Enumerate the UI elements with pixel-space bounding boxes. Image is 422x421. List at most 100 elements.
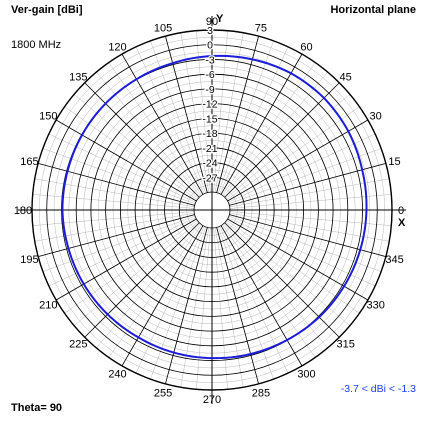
angle-tick-label: 60	[300, 41, 312, 53]
angle-spoke	[216, 227, 259, 384]
angle-tick-label: 150	[39, 111, 57, 123]
radial-tick-label: -12	[202, 99, 217, 111]
angle-tick-label: 0	[398, 205, 404, 217]
angle-tick-label: 90	[206, 16, 218, 28]
angle-spoke	[38, 163, 195, 206]
radial-tick-label: -24	[202, 158, 217, 170]
fine-spoke	[226, 106, 360, 200]
fine-spoke	[225, 94, 351, 199]
angle-spoke	[227, 119, 369, 202]
fine-spoke	[32, 211, 195, 226]
fine-spoke	[213, 227, 228, 390]
fine-spoke	[217, 40, 274, 194]
x-axis-letter: X	[398, 217, 406, 229]
angle-tick-label: 120	[108, 41, 126, 53]
fine-spoke	[214, 227, 244, 388]
angle-tick-label: 330	[366, 300, 384, 312]
fine-spoke	[64, 220, 198, 314]
angle-tick-label: 225	[69, 339, 87, 351]
angle-tick-label: 270	[203, 394, 221, 406]
angle-tick-label: 180	[14, 205, 32, 217]
angle-spoke	[55, 119, 197, 202]
gain-curve	[61, 54, 368, 360]
angle-tick-label: 30	[370, 111, 382, 123]
fine-spoke	[42, 148, 196, 205]
angle-tick-label: 210	[39, 300, 57, 312]
fine-spoke	[135, 46, 205, 194]
fine-spoke	[73, 94, 199, 199]
fine-spoke	[228, 148, 382, 205]
angle-tick-label: 300	[297, 369, 315, 381]
plane-label: Horizontal plane	[330, 4, 416, 16]
angle-spoke	[84, 82, 200, 198]
angle-spoke	[38, 214, 195, 257]
fine-spoke	[225, 221, 351, 326]
fine-spoke	[48, 217, 196, 287]
fine-spoke	[108, 62, 202, 196]
radial-tick-label: -18	[202, 128, 217, 140]
angle-spoke	[121, 53, 204, 195]
fine-spoke	[64, 106, 198, 200]
fine-spoke	[217, 226, 274, 380]
angle-tick-label: 255	[154, 388, 172, 400]
radial-tick-label: -21	[202, 143, 217, 155]
fine-spoke	[222, 62, 316, 196]
y-axis-letter: Y	[216, 13, 224, 25]
tick-labels: 0153045607590105120135150165180195210225…	[14, 13, 406, 406]
fine-spoke	[150, 40, 207, 194]
fine-spoke	[214, 32, 244, 193]
radial-tick-label: -6	[205, 69, 214, 81]
fine-spoke	[34, 212, 195, 242]
fine-spoke	[229, 211, 392, 226]
angle-spoke	[227, 218, 369, 301]
angle-spoke	[229, 163, 386, 206]
gain-trace	[61, 54, 368, 360]
angle-tick-label: 15	[388, 156, 400, 168]
angle-spoke	[224, 222, 340, 338]
angle-tick-label: 315	[336, 339, 354, 351]
gain-range-label: -3.7 < dBi < -1.3	[340, 383, 416, 395]
angle-spoke	[220, 53, 303, 195]
radial-tick-label: 3	[207, 25, 213, 37]
fine-spoke	[48, 133, 196, 203]
angle-spoke	[224, 82, 340, 198]
fine-spoke	[228, 133, 376, 203]
angle-tick-label: 45	[340, 71, 352, 83]
fine-spoke	[219, 226, 289, 374]
fine-spoke	[219, 46, 289, 194]
fine-spoke	[135, 226, 205, 374]
fine-spoke	[229, 194, 392, 209]
fine-spoke	[196, 227, 211, 390]
fine-spoke	[150, 226, 207, 380]
radial-tick-label: 0	[207, 40, 213, 52]
angle-tick-label: 75	[255, 22, 267, 34]
angle-tick-label: 240	[108, 369, 126, 381]
fine-spoke	[229, 178, 390, 208]
fine-spoke	[226, 220, 360, 314]
angle-spoke	[165, 227, 208, 384]
theta-label: Theta= 90	[11, 402, 63, 414]
fine-spoke	[34, 178, 195, 208]
angle-spoke	[216, 36, 259, 193]
radial-tick-label: -3	[205, 54, 214, 66]
y-axis-label: Ver-gain [dBi]	[11, 4, 83, 16]
radial-tick-label: -15	[202, 113, 217, 125]
angle-tick-label: 195	[20, 254, 38, 266]
fine-spoke	[222, 224, 316, 358]
angle-tick-label: 105	[154, 22, 172, 34]
angle-tick-label: 285	[252, 388, 270, 400]
fine-spoke	[32, 194, 195, 209]
radial-tick-label: -9	[205, 84, 214, 96]
fine-spoke	[223, 71, 328, 197]
fine-spoke	[73, 221, 199, 326]
angle-tick-label: 345	[385, 254, 403, 266]
fine-spoke	[223, 223, 328, 349]
frequency-label: 1800 MHz	[11, 39, 62, 51]
radial-tick-label: -27	[202, 172, 217, 184]
angle-spoke	[84, 222, 200, 338]
angle-tick-label: 165	[20, 156, 38, 168]
fine-spoke	[96, 71, 201, 197]
fine-spoke	[108, 224, 202, 358]
angle-spoke	[220, 225, 303, 367]
